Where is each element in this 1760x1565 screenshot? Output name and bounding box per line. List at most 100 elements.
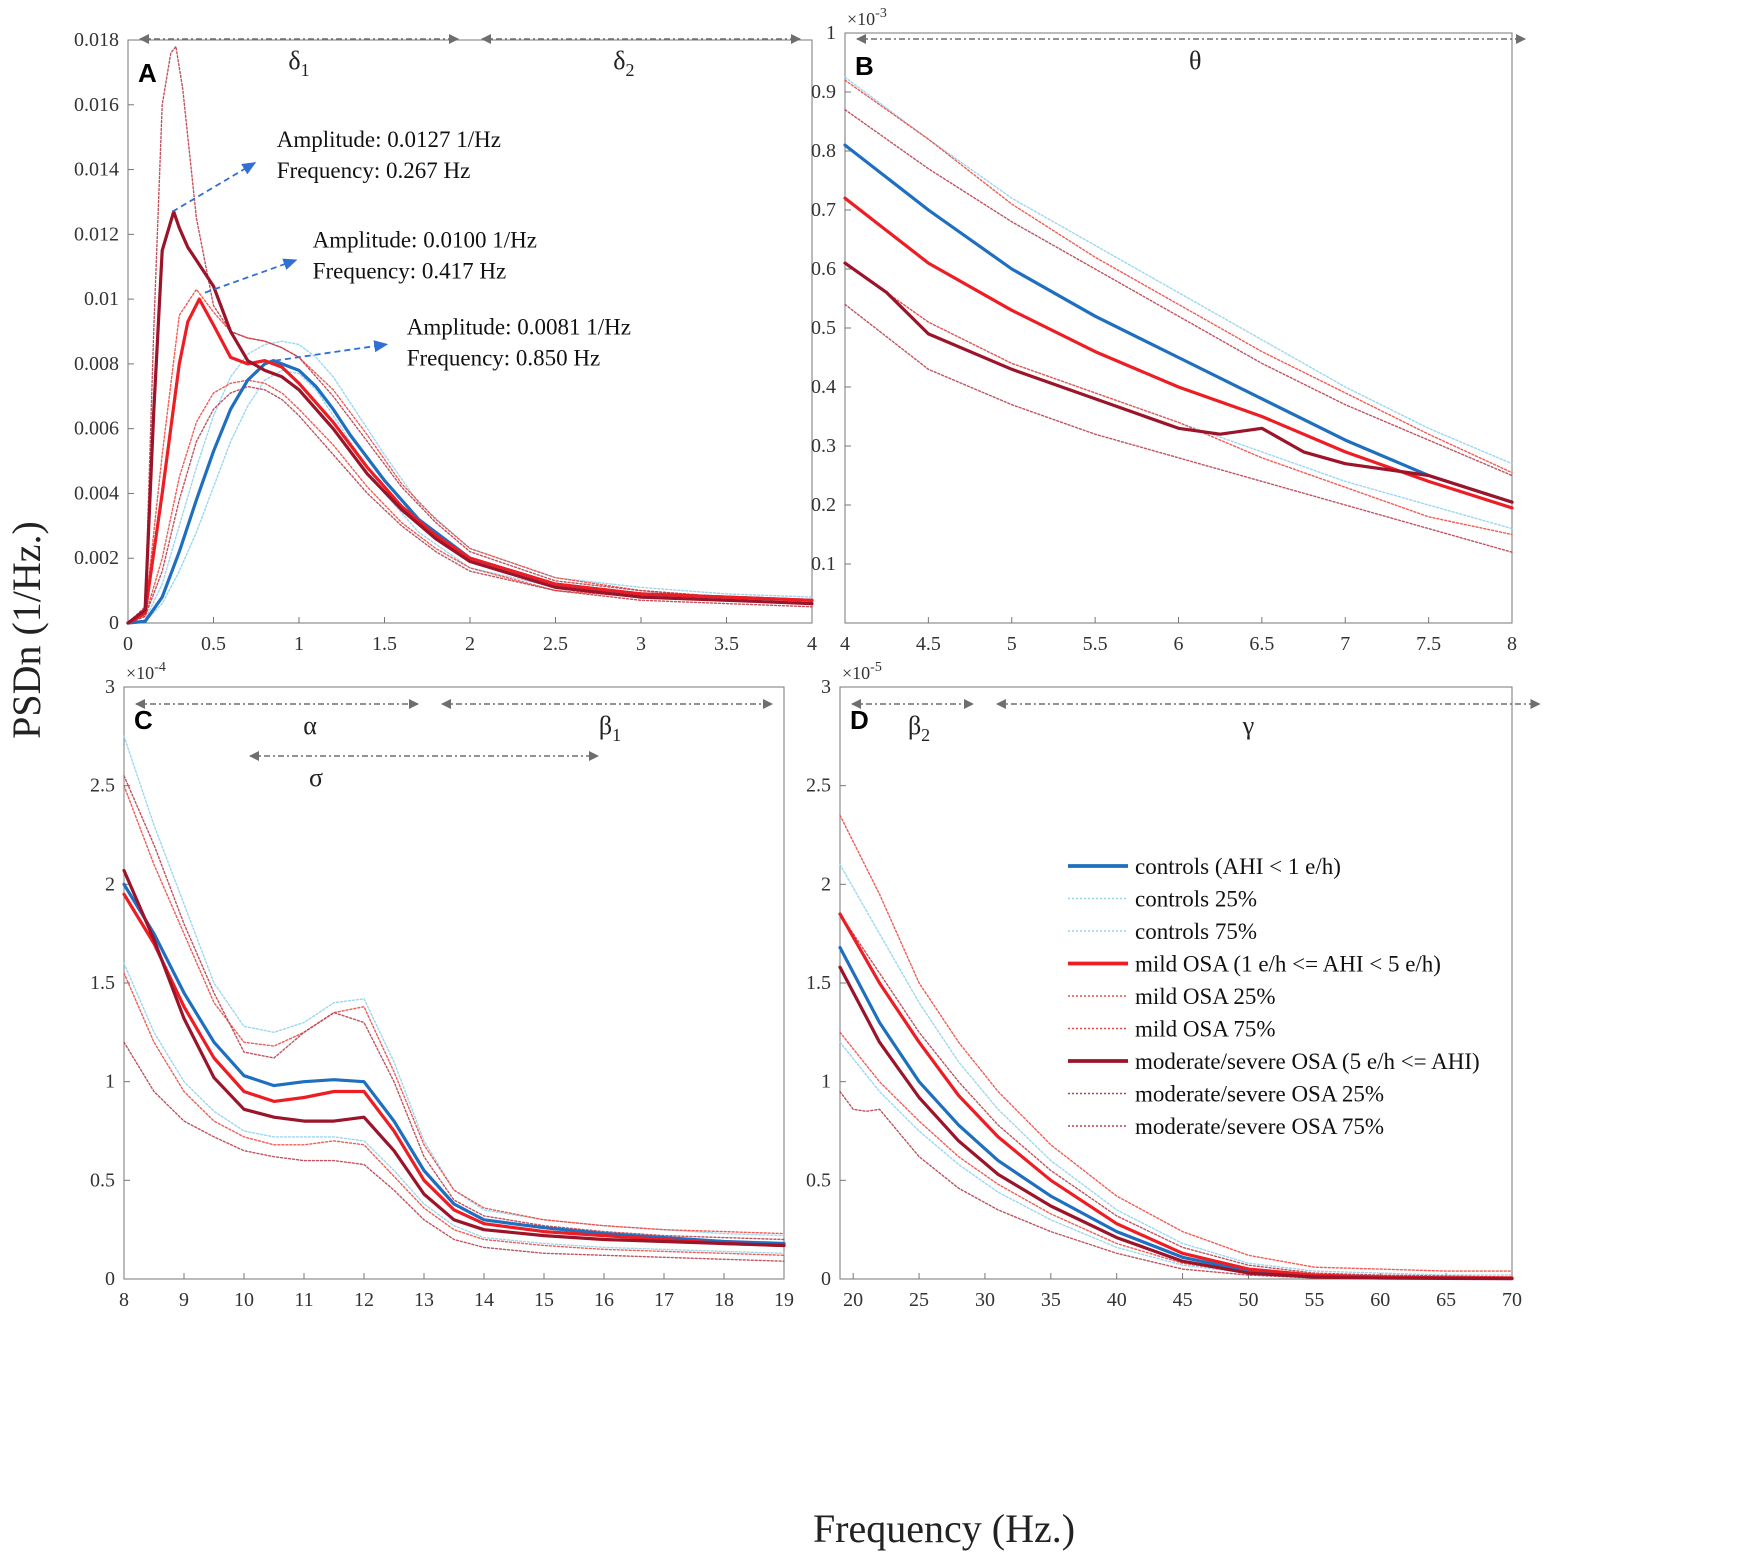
series-line-mild: [126, 297, 814, 625]
y-tick-label: 0.004: [74, 482, 119, 504]
legend-entry-label: mild OSA (1 e/h <= AHI < 5 e/h): [1135, 952, 1441, 977]
series-line-severe: [838, 965, 1514, 1281]
series-line-controls: [122, 882, 786, 1246]
y-tick-label: 3: [105, 676, 115, 698]
series-line-mild-quartile: [839, 814, 1513, 1272]
axis-exponent-power: -3: [875, 6, 887, 21]
band-label: γ: [1242, 711, 1255, 740]
x-tick-label: 8: [1507, 633, 1517, 655]
x-tick-label: 3.5: [714, 633, 739, 655]
y-tick-label: 0.4: [811, 376, 836, 398]
panel-a: 0 0.5 1 1.5 2 2.5 3 3.5 4 0 0.002 0.004 0.006 0.008 0.…: [74, 29, 817, 655]
y-tick-label: 1.5: [90, 972, 115, 994]
y-tick-label: 1: [821, 1071, 831, 1093]
y-tick-label: 0.6: [811, 258, 836, 280]
x-tick-label: 4: [840, 633, 850, 655]
series-line-severe-quartile: [127, 385, 813, 624]
band-symbol: θ: [1189, 46, 1201, 75]
x-tick-label: 13: [414, 1289, 434, 1311]
x-tick-label: 45: [1173, 1289, 1193, 1311]
panel-label: A: [138, 58, 157, 88]
y-tick-label: 0.002: [74, 547, 119, 569]
x-tick-label: 14: [474, 1289, 494, 1311]
band-label: δ1: [288, 46, 309, 80]
annotation-amplitude: Amplitude: 0.0100 1/Hz: [313, 227, 537, 252]
x-tick-label: 11: [294, 1289, 313, 1311]
series-line-controls-quartile: [839, 863, 1513, 1276]
annotation-arrow: [204, 258, 298, 294]
y-tick-label: 0.5: [806, 1169, 831, 1191]
y-tick-label: 0.008: [74, 353, 119, 375]
y-tick-label: 0: [105, 1268, 115, 1290]
series-line-controls-quartile: [127, 340, 813, 624]
y-tick-label: 2: [821, 873, 831, 895]
plot-area: [844, 32, 1513, 624]
x-tick-label: 60: [1370, 1289, 1390, 1311]
series-line-mild-quartile: [844, 79, 1513, 474]
x-tick-label: 9: [179, 1289, 189, 1311]
series-line-severe: [126, 210, 814, 625]
plot-area: [123, 686, 785, 1280]
y-tick-label: 0.9: [811, 81, 836, 103]
y-tick-label: 0: [109, 612, 119, 634]
x-tick-label: 0: [123, 633, 133, 655]
y-axis-title: PSDn (1/Hz.): [4, 521, 49, 739]
panel-d: 20 25 30 35 40 45 50 55 60 65 70 0 0.5 1 1.5 2 2.5 3 ×10-5…: [806, 660, 1541, 1311]
y-tick-label: 0.1: [811, 553, 836, 575]
band-label: σ: [309, 763, 323, 792]
y-tick-label: 2.5: [806, 775, 831, 797]
band-subscript: 2: [921, 725, 930, 745]
x-tick-label: 17: [654, 1289, 674, 1311]
x-tick-label: 1.5: [372, 633, 397, 655]
band-label: α: [303, 711, 317, 740]
series-line-mild-quartile: [844, 262, 1513, 536]
panel-b: 4 4.5 5 5.5 6 6.5 7 7.5 8 0.1 0.2 0.3 0.4 0.5 0.6 0.7 0.…: [811, 6, 1527, 655]
series-line-controls: [843, 143, 1514, 504]
x-tick-label: 40: [1107, 1289, 1127, 1311]
x-tick-label: 25: [909, 1289, 929, 1311]
x-tick-label: 8: [119, 1289, 129, 1311]
band-symbol: β: [908, 711, 921, 740]
x-tick-label: 12: [354, 1289, 374, 1311]
y-tick-label: 0.8: [811, 140, 836, 162]
plot-area: [839, 686, 1513, 1280]
series-line-severe-quartile: [839, 913, 1513, 1278]
band-label: β1: [599, 711, 621, 745]
annotation-frequency: Frequency: 0.417 Hz: [313, 258, 507, 283]
x-tick-label: 30: [975, 1289, 995, 1311]
series-line-mild-quartile: [123, 972, 785, 1256]
x-tick-label: 4.5: [916, 633, 941, 655]
series-line-severe-quartile: [844, 109, 1513, 477]
x-tick-label: 20: [843, 1289, 863, 1311]
x-tick-label: 50: [1238, 1289, 1258, 1311]
panel-label: D: [850, 705, 869, 735]
band-symbol: β: [599, 711, 612, 740]
axis-exponent-power: -5: [870, 660, 882, 675]
y-tick-label: 2: [105, 873, 115, 895]
panel-c: 8 9 10 11 12 13 14 15 16 17 18 19 0 0.5 1 1.5 2 2.5 3 ×10-4…: [90, 660, 794, 1311]
x-tick-label: 3: [636, 633, 646, 655]
x-tick-label: 15: [534, 1289, 554, 1311]
x-tick-label: 70: [1502, 1289, 1522, 1311]
axis-exponent: ×10-3: [847, 6, 887, 29]
series-line-severe: [843, 261, 1514, 504]
plot-area: [127, 39, 813, 624]
y-tick-label: 0.016: [74, 94, 119, 116]
annotation-frequency: Frequency: 0.850 Hz: [407, 346, 601, 371]
y-tick-label: 0.006: [74, 418, 119, 440]
series-line-controls-quartile: [123, 962, 785, 1254]
y-tick-label: 0.5: [90, 1169, 115, 1191]
annotation-arrow: [274, 340, 389, 362]
band-subscript: 2: [626, 60, 635, 80]
band-subscript: 1: [301, 60, 310, 80]
x-tick-label: 16: [594, 1289, 614, 1311]
series-line-controls-quartile: [127, 369, 813, 624]
x-tick-label: 10: [234, 1289, 254, 1311]
x-tick-label: 0.5: [201, 633, 226, 655]
panel-label: B: [855, 51, 874, 81]
y-tick-label: 0.3: [811, 435, 836, 457]
series-line-severe-quartile: [844, 303, 1513, 553]
x-tick-label: 7.5: [1416, 633, 1441, 655]
band-label: θ: [1189, 46, 1201, 75]
legend-entry-label: mild OSA 25%: [1135, 984, 1276, 1009]
